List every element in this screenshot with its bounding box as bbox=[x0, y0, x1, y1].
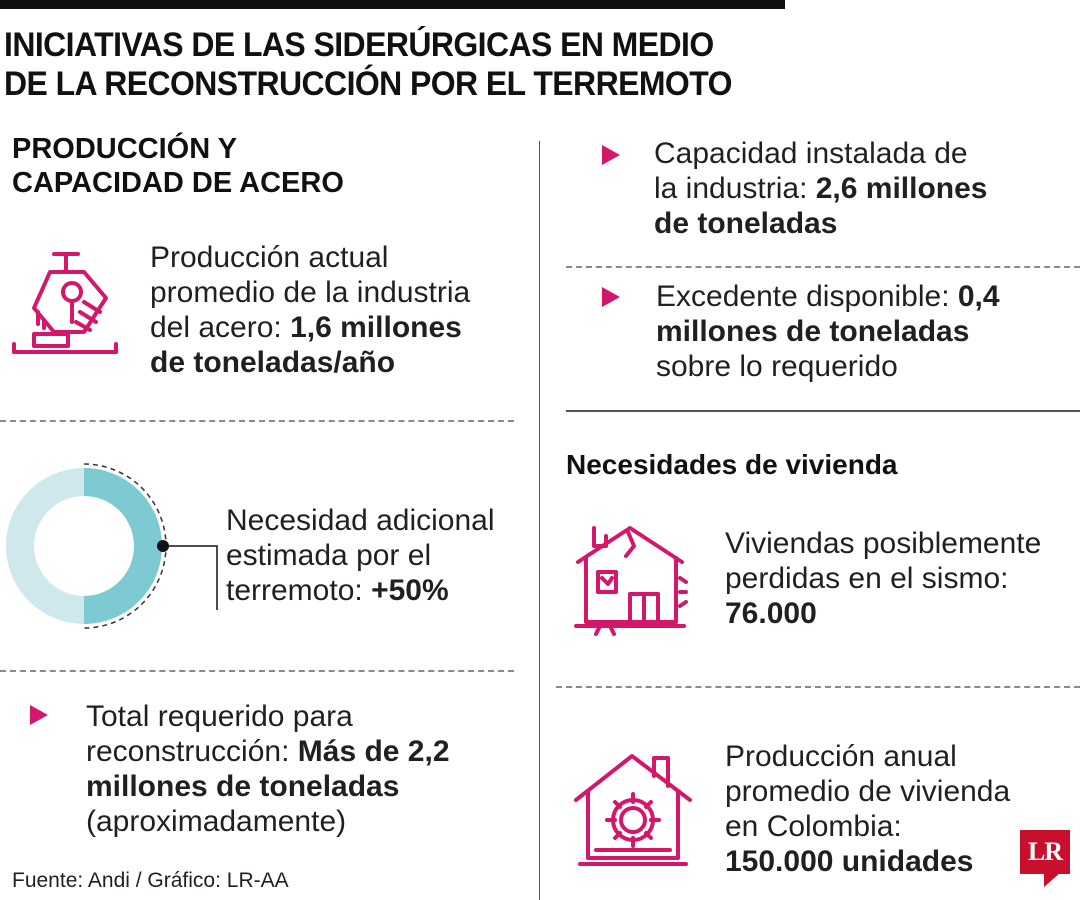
lr-logo-tail bbox=[1044, 873, 1060, 887]
lost-line-1: Viviendas posiblemente bbox=[725, 527, 1042, 560]
surplus-line-2: sobre lo requerido bbox=[656, 350, 898, 383]
need-line-3: terremoto: bbox=[226, 574, 372, 607]
heading-line-1: PRODUCCIÓN Y bbox=[12, 133, 238, 165]
production-line-3: del acero: bbox=[150, 311, 291, 344]
bullet-capacity bbox=[602, 145, 620, 165]
housing-heading: Necesidades de vivienda bbox=[566, 449, 898, 480]
total-value-2: millones de toneladas bbox=[86, 770, 400, 803]
divider-3 bbox=[566, 266, 1080, 268]
divider-1 bbox=[0, 420, 514, 422]
need-line-2: estimada por el bbox=[226, 539, 432, 572]
lost-line-2: perdidas en el sismo: bbox=[725, 562, 1009, 595]
production-line-1: Producción actual bbox=[150, 241, 389, 274]
need-line-1: Necesidad adicional bbox=[226, 504, 495, 537]
house-gear-icon bbox=[574, 754, 692, 866]
capacity-line-2: la industria: bbox=[654, 172, 816, 205]
surplus-line-1: Excedente disponible: bbox=[656, 280, 958, 313]
need-donut-chart bbox=[6, 463, 218, 629]
annual-line-2: promedio de vivienda bbox=[725, 775, 1011, 808]
donut-value-arc bbox=[83, 468, 162, 624]
title-line-1: INICIATIVAS DE LAS SIDERÚRGICAS EN MEDIO bbox=[4, 26, 714, 64]
surplus-value-2: millones de toneladas bbox=[656, 315, 970, 348]
capacity-text: Capacidad instalada de la industria: 2,6… bbox=[654, 136, 1074, 241]
bullet-total bbox=[30, 705, 48, 725]
total-value-1: Más de 2,2 bbox=[297, 735, 450, 768]
title-line-2: DE LA RECONSTRUCCIÓN POR EL TERREMOTO bbox=[4, 65, 732, 103]
divider-5 bbox=[556, 686, 1080, 688]
section-heading-steel: PRODUCCIÓN Y CAPACIDAD DE ACERO bbox=[12, 132, 432, 200]
column-divider bbox=[539, 141, 540, 900]
lost-housing-text: Viviendas posiblemente perdidas en el si… bbox=[725, 526, 1077, 631]
steel-ladle-icon bbox=[12, 252, 118, 354]
annual-housing-text: Producción anual promedio de vivienda en… bbox=[725, 739, 1025, 879]
production-value-1: 1,6 millones bbox=[290, 311, 462, 344]
source-note: Fuente: Andi / Gráfico: LR-AA bbox=[12, 869, 289, 892]
annual-line-3: en Colombia: bbox=[725, 810, 902, 843]
production-text: Producción actual promedio de la industr… bbox=[150, 240, 530, 380]
surplus-value-1: 0,4 bbox=[957, 280, 1000, 313]
annual-line-1: Producción anual bbox=[725, 740, 957, 773]
production-value-2: de toneladas/año bbox=[150, 346, 396, 379]
divider-2 bbox=[0, 670, 514, 672]
heading-line-2: CAPACIDAD DE ACERO bbox=[12, 167, 344, 199]
total-line-2: reconstrucción: bbox=[86, 735, 298, 768]
need-text: Necesidad adicional estimada por el terr… bbox=[226, 503, 526, 608]
divider-4 bbox=[566, 410, 1080, 412]
bullet-surplus bbox=[602, 287, 620, 307]
damaged-house-icon bbox=[574, 526, 688, 636]
page-title: INICIATIVAS DE LAS SIDERÚRGICAS EN MEDIO… bbox=[4, 26, 747, 104]
capacity-line-1: Capacidad instalada de bbox=[654, 137, 968, 170]
total-line-1: Total requerido para bbox=[86, 700, 353, 733]
surplus-text: Excedente disponible: 0,4 millones de to… bbox=[656, 279, 1076, 384]
total-text: Total requerido para reconstrucción: Más… bbox=[86, 699, 526, 839]
production-line-2: promedio de la industria bbox=[150, 276, 471, 309]
donut-leader-line bbox=[162, 545, 218, 610]
annual-value: 150.000 unidades bbox=[725, 845, 974, 878]
lost-value: 76.000 bbox=[725, 597, 817, 630]
total-line-3: (aproximadamente) bbox=[86, 805, 347, 838]
lr-logo: LR bbox=[1020, 830, 1070, 874]
need-value: +50% bbox=[371, 574, 449, 607]
capacity-value-1: 2,6 millones bbox=[815, 172, 988, 205]
top-rule bbox=[0, 0, 785, 9]
capacity-value-2: de toneladas bbox=[654, 207, 838, 240]
